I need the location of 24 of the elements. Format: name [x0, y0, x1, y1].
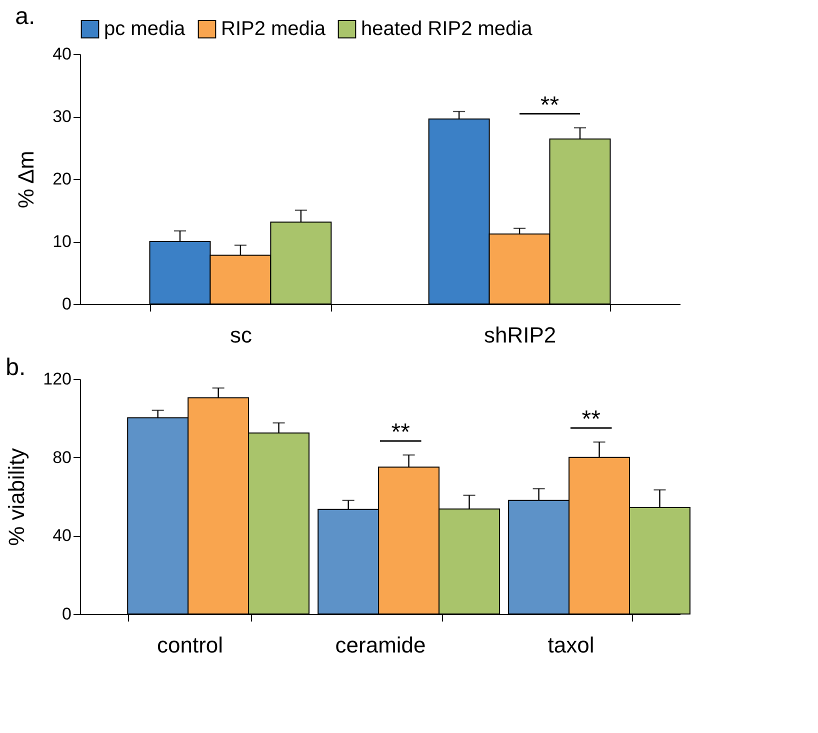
y-tick-label: 40	[52, 44, 72, 64]
chart-title: a.	[15, 3, 36, 30]
y-tick-label: 120	[43, 370, 72, 388]
y-tick-label: 30	[52, 107, 72, 126]
y-axis-title: % viability	[4, 448, 30, 546]
y-tick-label: 20	[52, 170, 72, 188]
annotation: **	[582, 406, 600, 434]
y-tick-label: 0	[62, 294, 72, 314]
x-tick-label: control	[157, 632, 224, 658]
chart-title: b.	[6, 354, 26, 381]
x-tick-label: sc	[230, 322, 252, 348]
x-tick-label: taxol	[548, 632, 594, 658]
x-tick-label: shRIP2	[484, 322, 556, 348]
x-tick-label: ceramide	[335, 632, 426, 658]
y-tick-label: 40	[52, 526, 72, 546]
annotation: **	[391, 418, 410, 446]
legend-label: heated RIP2 media	[361, 18, 534, 40]
y-axis-title: % Δm	[14, 150, 39, 208]
annotation: **	[540, 92, 560, 119]
legend-label: RIP2 media	[221, 18, 326, 40]
legend-label: pc media	[104, 18, 186, 40]
y-tick-label: 80	[52, 448, 72, 467]
y-tick-label: 0	[62, 604, 72, 624]
y-tick-label: 10	[52, 232, 72, 251]
